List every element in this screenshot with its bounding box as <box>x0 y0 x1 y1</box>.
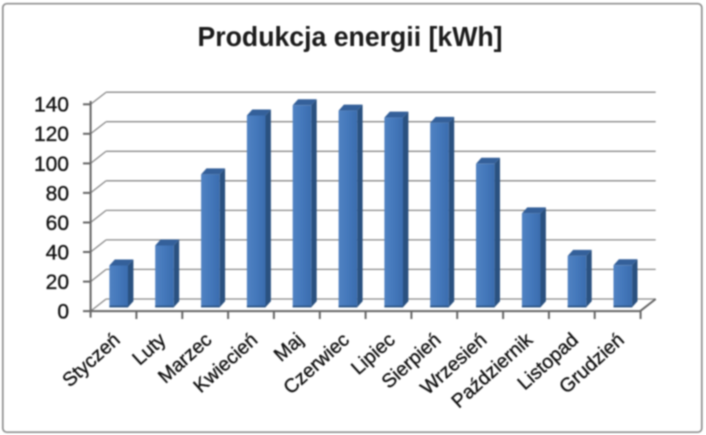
svg-text:100: 100 <box>34 153 69 176</box>
svg-text:20: 20 <box>46 271 69 294</box>
svg-text:140: 140 <box>34 94 69 117</box>
svg-text:60: 60 <box>46 212 69 235</box>
svg-text:0: 0 <box>57 301 69 324</box>
svg-text:40: 40 <box>46 241 69 264</box>
svg-text:Produkcja energii [kWh]: Produkcja energii [kWh] <box>198 21 503 52</box>
svg-text:80: 80 <box>46 182 69 205</box>
svg-text:120: 120 <box>34 123 69 146</box>
